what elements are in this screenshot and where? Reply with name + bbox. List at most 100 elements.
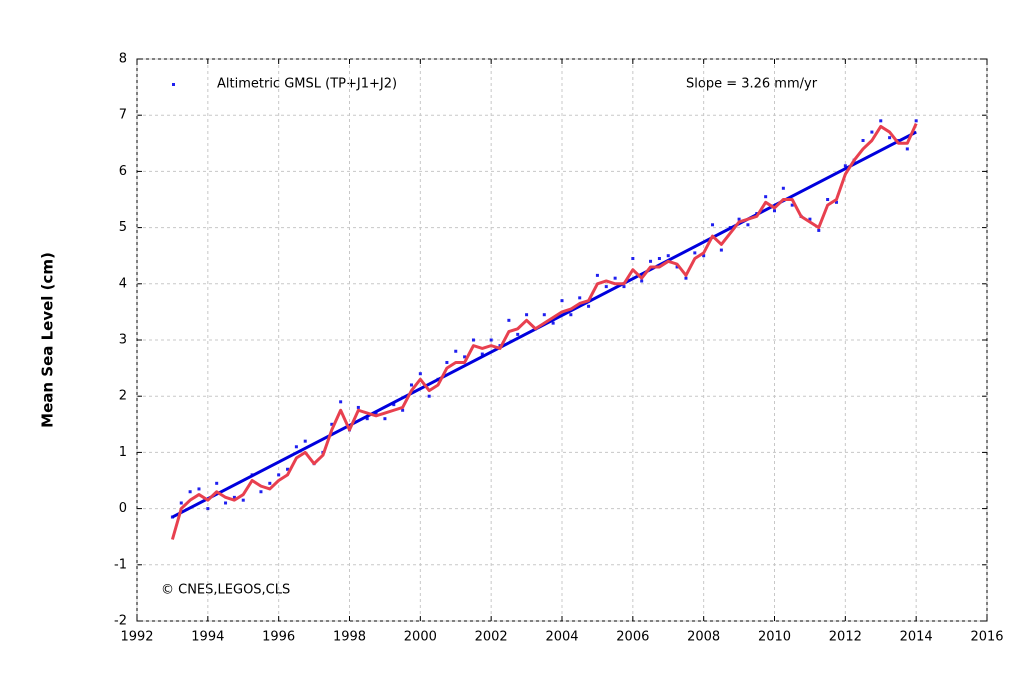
data-point bbox=[392, 403, 396, 407]
y-tick-label: 7 bbox=[119, 108, 127, 123]
data-point bbox=[914, 119, 918, 123]
data-point bbox=[365, 417, 369, 421]
annotation: © CNES,LEGOS,CLS bbox=[161, 583, 290, 598]
annotation: Slope = 3.26 mm/yr bbox=[686, 77, 818, 92]
data-point bbox=[649, 259, 653, 263]
x-tick-label: 1992 bbox=[120, 630, 153, 645]
y-axis-label: Mean Sea Level (cm) bbox=[39, 252, 57, 428]
data-point bbox=[834, 200, 838, 204]
data-point bbox=[640, 279, 644, 283]
data-point bbox=[684, 276, 688, 280]
data-point bbox=[666, 254, 670, 258]
x-tick-label: 2000 bbox=[404, 630, 437, 645]
data-point bbox=[790, 203, 794, 207]
data-point bbox=[551, 321, 555, 325]
y-tick-label: 2 bbox=[119, 389, 127, 404]
data-point bbox=[179, 501, 183, 505]
data-point bbox=[409, 383, 413, 387]
data-point bbox=[188, 490, 192, 494]
data-point bbox=[445, 360, 449, 364]
data-point bbox=[613, 276, 617, 280]
data-point bbox=[454, 349, 458, 353]
data-point bbox=[215, 481, 219, 485]
data-point bbox=[286, 467, 290, 471]
data-point bbox=[383, 417, 387, 421]
data-point bbox=[232, 495, 236, 499]
data-point bbox=[356, 405, 360, 409]
data-point bbox=[781, 186, 785, 190]
data-point bbox=[339, 400, 343, 404]
x-tick-label: 1994 bbox=[191, 630, 224, 645]
data-point bbox=[657, 257, 661, 261]
data-point bbox=[427, 394, 431, 398]
data-point bbox=[268, 481, 272, 485]
data-point bbox=[693, 251, 697, 255]
data-point bbox=[843, 164, 847, 168]
data-point bbox=[241, 498, 245, 502]
data-point bbox=[303, 439, 307, 443]
data-point bbox=[224, 501, 228, 505]
y-tick-label: 6 bbox=[119, 164, 127, 179]
data-point bbox=[764, 195, 768, 199]
data-point bbox=[401, 408, 405, 412]
data-point bbox=[737, 217, 741, 221]
data-point bbox=[578, 296, 582, 300]
data-point bbox=[542, 313, 546, 317]
x-tick-label: 2014 bbox=[900, 630, 933, 645]
y-tick-label: 0 bbox=[119, 501, 127, 516]
data-point bbox=[604, 285, 608, 289]
smoothed-line bbox=[170, 123, 918, 540]
x-tick-label: 2016 bbox=[970, 630, 1003, 645]
y-tick-label: 1 bbox=[119, 445, 127, 460]
data-point bbox=[525, 313, 529, 317]
legend-label: Altimetric GMSL (TP+J1+J2) bbox=[217, 77, 397, 92]
x-tick-label: 2002 bbox=[475, 630, 508, 645]
x-tick-label: 2008 bbox=[687, 630, 720, 645]
data-point bbox=[418, 372, 422, 376]
data-point bbox=[595, 273, 599, 277]
data-point bbox=[711, 223, 715, 227]
data-point bbox=[808, 217, 812, 221]
data-point bbox=[471, 338, 475, 342]
data-point bbox=[622, 285, 626, 289]
data-point bbox=[879, 119, 883, 123]
x-tick-label: 2010 bbox=[758, 630, 791, 645]
data-point bbox=[675, 265, 679, 269]
y-tick-label: -1 bbox=[114, 557, 127, 572]
y-tick-label: 3 bbox=[119, 333, 127, 348]
x-tick-label: 1998 bbox=[333, 630, 366, 645]
y-tick-label: 8 bbox=[119, 52, 127, 67]
data-point bbox=[702, 254, 706, 258]
y-tick-label: -2 bbox=[114, 614, 127, 629]
data-point bbox=[569, 313, 573, 317]
data-point bbox=[330, 422, 334, 426]
data-point bbox=[560, 299, 564, 303]
data-point bbox=[587, 304, 591, 308]
data-point bbox=[719, 248, 723, 252]
data-point bbox=[197, 487, 201, 491]
data-point bbox=[746, 223, 750, 227]
data-point bbox=[489, 338, 493, 342]
data-point bbox=[826, 198, 830, 201]
data-point bbox=[905, 147, 909, 151]
data-point bbox=[817, 228, 821, 232]
legend-marker bbox=[172, 83, 175, 86]
x-tick-label: 1996 bbox=[262, 630, 295, 645]
data-point bbox=[480, 352, 484, 356]
y-tick-label: 4 bbox=[119, 276, 127, 291]
data-point bbox=[631, 257, 635, 261]
data-point bbox=[861, 138, 865, 142]
data-point bbox=[259, 490, 263, 494]
data-point bbox=[516, 332, 520, 336]
data-point bbox=[277, 473, 281, 477]
y-tick-label: 5 bbox=[119, 220, 127, 235]
data-point bbox=[507, 318, 511, 322]
data-point bbox=[773, 209, 776, 213]
data-point bbox=[294, 445, 298, 449]
data-point bbox=[206, 507, 210, 511]
data-point bbox=[888, 136, 892, 140]
data-point bbox=[463, 355, 467, 359]
x-tick-label: 2006 bbox=[616, 630, 649, 645]
data-point bbox=[870, 130, 874, 134]
